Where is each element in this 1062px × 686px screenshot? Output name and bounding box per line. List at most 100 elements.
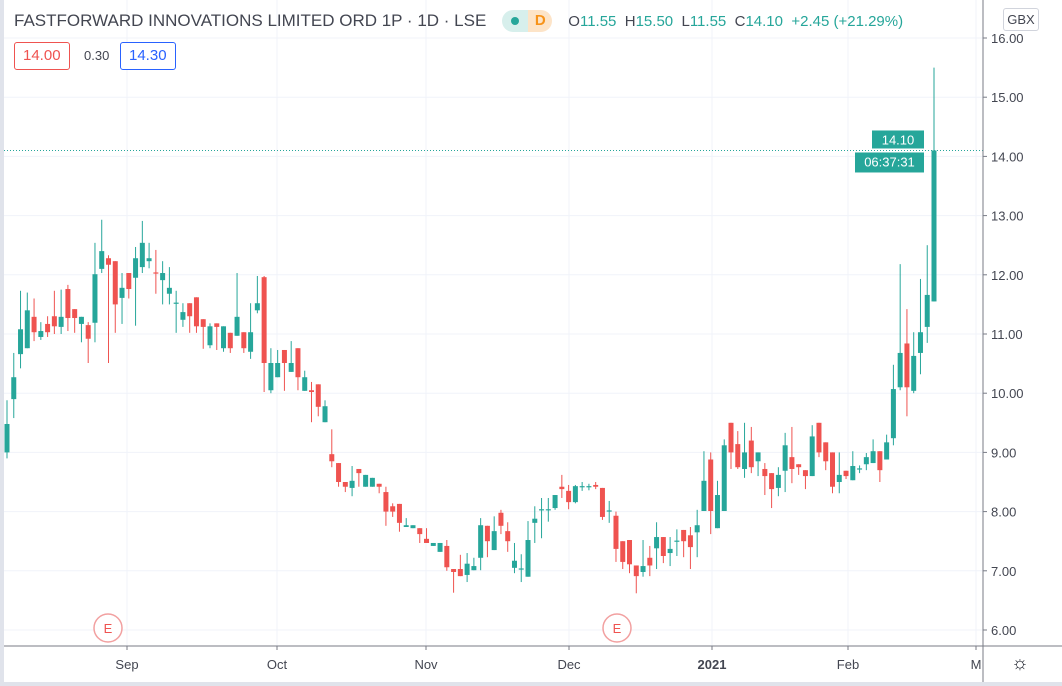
candle-body [782, 445, 788, 471]
candle-up [572, 484, 578, 504]
candle-up [742, 422, 748, 478]
candle-body [897, 352, 903, 388]
market-status-badge[interactable]: D [502, 10, 553, 32]
candle-body [769, 473, 775, 490]
candle-body [599, 487, 605, 517]
candle-up [640, 540, 646, 577]
candle-down [484, 525, 490, 558]
candle-body [180, 312, 186, 320]
candle-down [214, 323, 220, 350]
candle-up [836, 452, 842, 494]
candle-up [924, 245, 930, 343]
candle-body [674, 540, 680, 542]
candle-body [112, 261, 118, 305]
candle-up [166, 267, 172, 305]
candle-down [687, 526, 693, 570]
candle-body [221, 326, 227, 349]
candle-up [552, 495, 558, 510]
candle-up [160, 261, 166, 305]
candle-up [701, 451, 707, 512]
candle-body [518, 568, 524, 570]
candle-up [24, 292, 30, 349]
earnings-marker-label: E [104, 621, 113, 636]
candle-down [153, 249, 159, 294]
low-label: L [681, 12, 690, 30]
candle-up [302, 370, 308, 391]
price-axis[interactable] [983, 0, 1062, 682]
candle-down [342, 482, 348, 493]
candle-down [424, 528, 430, 543]
candle-body [376, 483, 382, 487]
candle-body [261, 277, 267, 364]
ohlc-legend: O11.55 H15.50 L11.55 C14.10 +2.45 (+21.2… [568, 13, 903, 30]
candle-up [532, 506, 538, 543]
candle-body [193, 297, 199, 327]
candle-down [498, 509, 504, 535]
candle-body [654, 537, 660, 549]
candle-body [863, 457, 869, 465]
candle-body [451, 569, 457, 572]
candle-body [809, 436, 815, 477]
candle-body [248, 332, 254, 352]
candle-down [329, 429, 335, 468]
candle-body [99, 251, 105, 269]
candle-body [478, 525, 484, 558]
candle-body [687, 535, 693, 548]
time-tick-label: 2021 [698, 657, 727, 672]
candle-body [694, 525, 700, 533]
candle-up [139, 220, 145, 274]
candle-body [545, 509, 551, 511]
candle-up [606, 500, 612, 523]
candle-body [78, 316, 84, 324]
price-tick-label: 11.00 [991, 327, 1023, 342]
candle-body [119, 287, 125, 298]
candle-up [369, 477, 375, 487]
candle-body [931, 150, 937, 302]
candle-body [281, 349, 287, 364]
candle-body [471, 566, 477, 571]
gear-icon[interactable]: ☼ [1011, 653, 1029, 674]
candle-up [714, 480, 720, 529]
currency-button[interactable]: GBX [1003, 8, 1039, 31]
price-tick-label: 16.00 [991, 31, 1024, 46]
candle-body [302, 377, 308, 391]
candle-body [606, 510, 612, 512]
candle-body [701, 480, 707, 512]
candle-up [322, 400, 328, 423]
earnings-marker[interactable] [93, 613, 123, 643]
candle-up [755, 452, 761, 477]
close-label: C [734, 12, 746, 30]
earnings-marker-label: E [613, 621, 622, 636]
symbol-title: FASTFORWARD INNOVATIONS LIMITED ORD 1P ·… [14, 11, 487, 30]
buy-price-button[interactable]: 14.30 [120, 42, 176, 70]
price-chart[interactable]: E E 16.00 15.00 14.00 13.00 12.00 11.00 10.00 9.0… [4, 0, 1062, 682]
candle-body [660, 537, 666, 556]
candle-body [430, 542, 436, 546]
candle-down [802, 470, 808, 490]
candle-body [823, 442, 829, 462]
candle-down [647, 545, 653, 577]
candle-down [417, 528, 423, 543]
candle-body [58, 316, 64, 327]
close-value: 14.10 [745, 12, 783, 30]
candle-down [789, 426, 795, 484]
earnings-marker[interactable] [602, 613, 632, 643]
candle-down [816, 422, 822, 458]
candle-down [728, 422, 734, 469]
candle-body [329, 454, 335, 462]
candle-up [890, 364, 896, 446]
sell-price-button[interactable]: 14.00 [14, 42, 70, 70]
last-price-label: 14.10 [882, 132, 915, 147]
candle-up [4, 400, 10, 459]
axis-corner [984, 647, 1062, 682]
candle-body [572, 486, 578, 503]
candle-body [72, 309, 78, 319]
candle-up [809, 425, 815, 477]
candle-body [681, 529, 687, 542]
candle-body [620, 541, 626, 562]
candle-body [424, 538, 430, 543]
candle-up [275, 349, 281, 378]
candle-body [457, 569, 463, 577]
candle-up [654, 522, 660, 570]
candle-body [742, 452, 748, 469]
